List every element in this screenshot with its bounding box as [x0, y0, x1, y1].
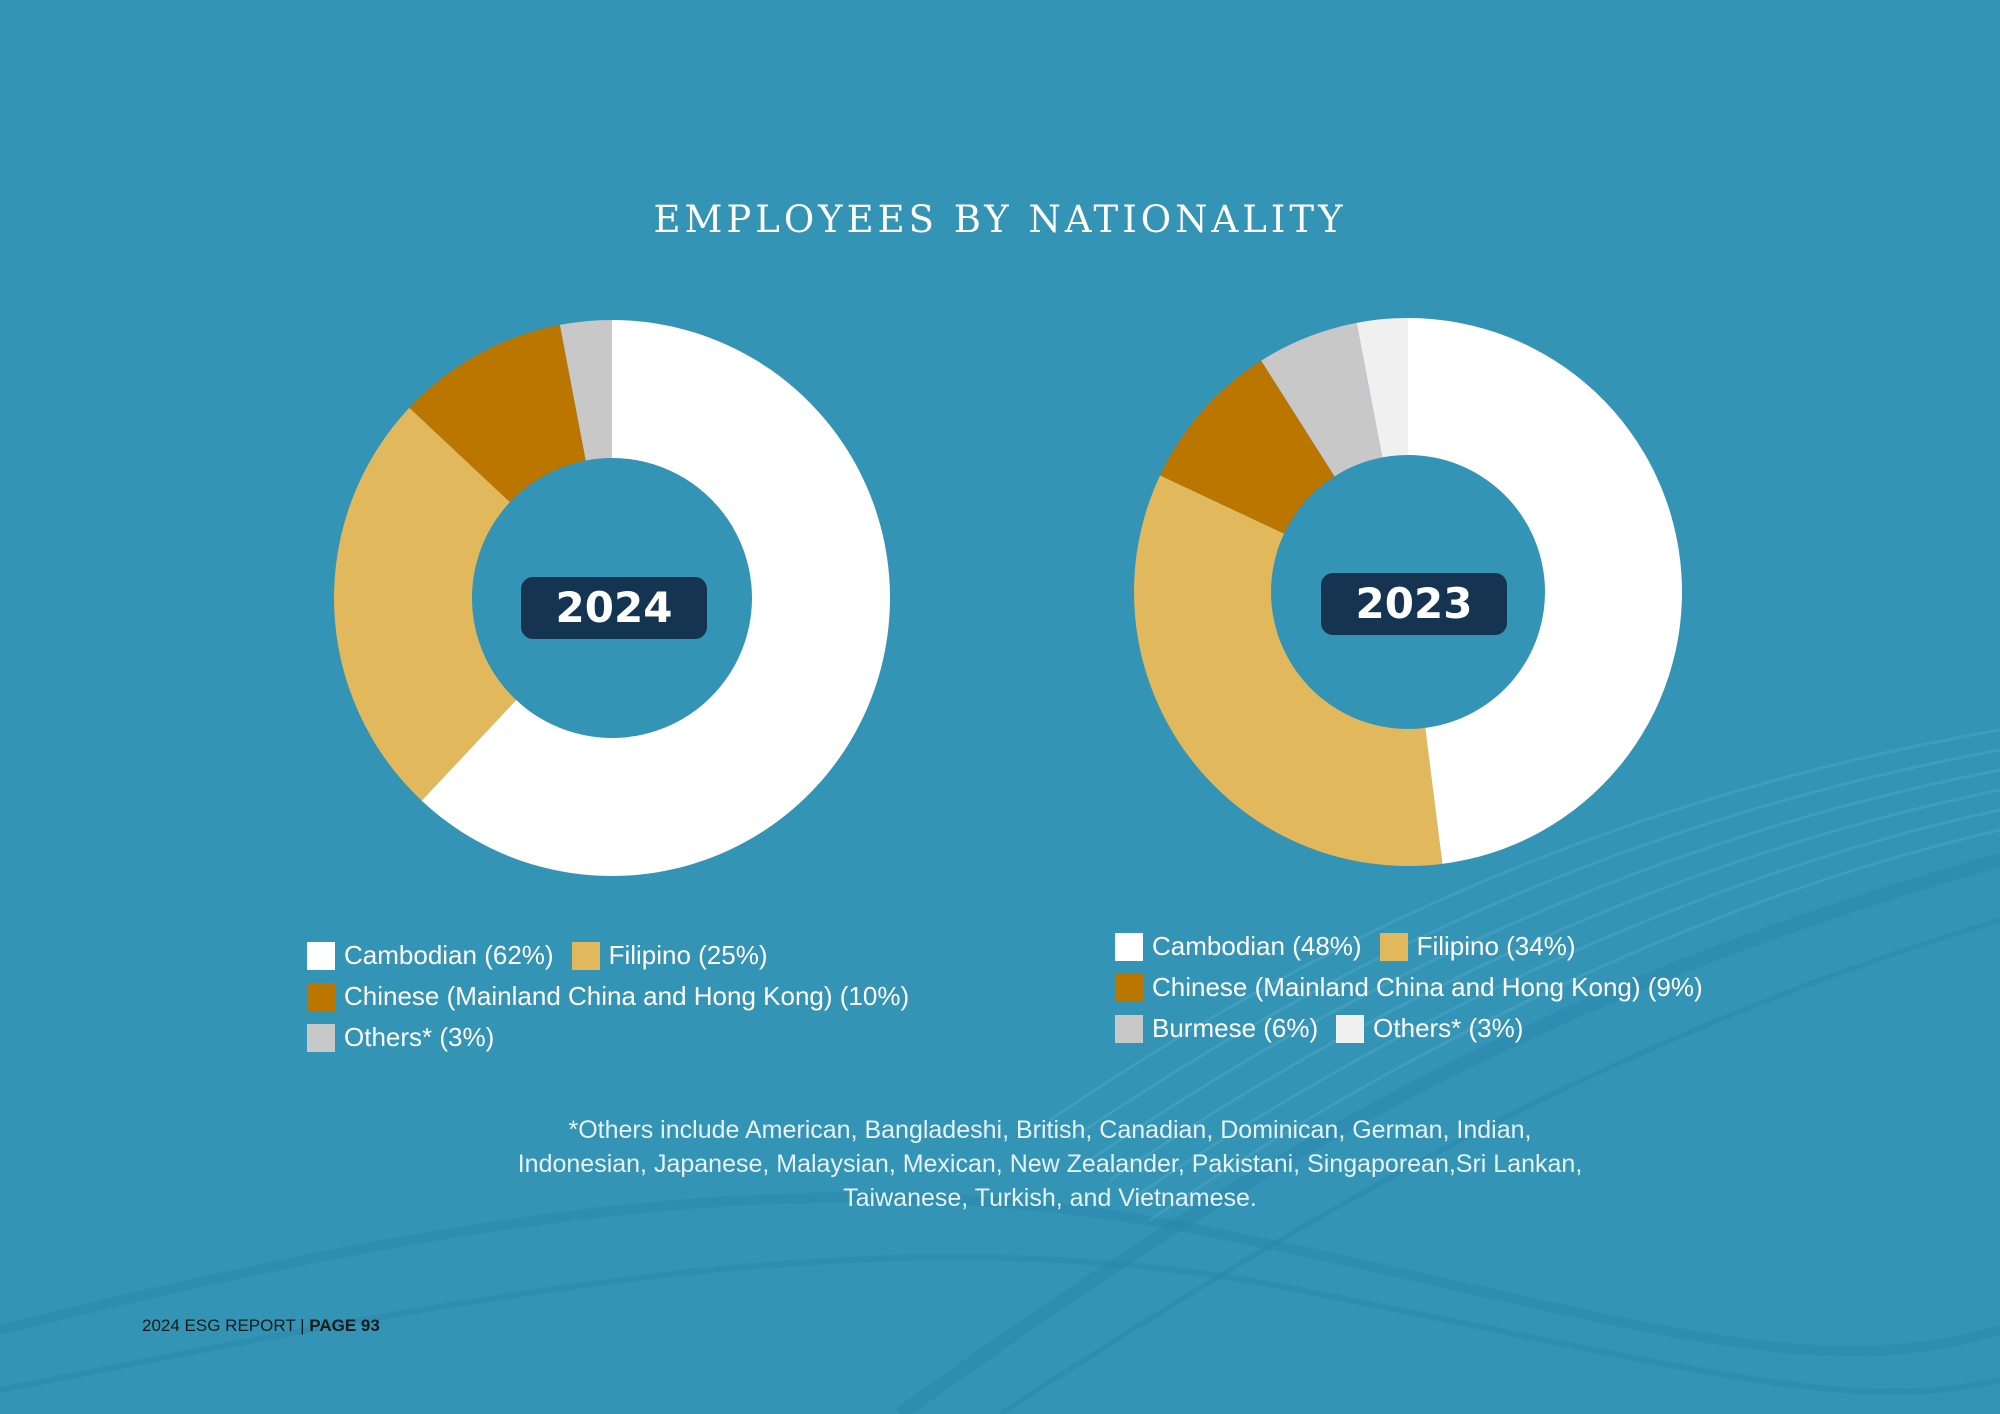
legend-item-chinese: Chinese (Mainland China and Hong Kong) (…: [1115, 972, 1703, 1003]
footnote-line: Taiwanese, Turkish, and Vietnamese.: [843, 1184, 1257, 1212]
legend-item-burmese: Burmese (6%): [1115, 1013, 1318, 1044]
page-title: EMPLOYEES BY NATIONALITY: [653, 198, 1347, 241]
legend-label: Chinese (Mainland China and Hong Kong) (…: [1152, 972, 1703, 1002]
legend-label: Filipino (25%): [608, 940, 768, 970]
slice-chinese: [409, 324, 586, 503]
footnote-line: Indonesian, Japanese, Malaysian, Mexican…: [517, 1150, 1583, 1178]
legend-label: Others* (3%): [344, 1022, 495, 1052]
footnote-line: *Others include American, Bangladeshi, B…: [568, 1116, 1532, 1144]
legend-label: Cambodian (48%): [1152, 931, 1362, 961]
swatch-others: [1336, 1014, 1365, 1043]
legend-item-others: Others* (3%): [307, 1022, 494, 1053]
legend-label: Filipino (34%): [1416, 931, 1576, 961]
donut-chart-2024: [334, 320, 891, 876]
slice-cambodian: [421, 320, 891, 876]
legend-item-chinese: Chinese (Mainland China and Hong Kong) (…: [307, 981, 909, 1012]
legend-item-cambodian: Cambodian (48%): [1115, 931, 1362, 962]
donut-chart-2023: [1134, 318, 1682, 866]
report-name: 2024 ESG REPORT |: [142, 1316, 310, 1335]
swatch-others: [307, 1023, 335, 1052]
legend-item-filipino: Filipino (25%): [571, 940, 768, 971]
footnote: *Others include American, Bangladeshi, B…: [400, 1113, 1700, 1215]
legend-label: Burmese (6%): [1152, 1013, 1319, 1043]
swatch-filipino: [1379, 932, 1408, 961]
legend-label: Chinese (Mainland China and Hong Kong) (…: [344, 981, 910, 1011]
page-footer: 2024 ESG REPORT | PAGE 93: [142, 1316, 380, 1336]
year-badge-2023: 2023: [1321, 573, 1507, 635]
legend-item-others: Others* (3%): [1336, 1013, 1523, 1044]
page-number: PAGE 93: [309, 1316, 380, 1335]
swatch-burmese: [1115, 1014, 1143, 1043]
slice-chinese: [1160, 360, 1335, 534]
legend-2024: Cambodian (62%) Filipino (25%) Chinese (…: [307, 935, 927, 1058]
legend-item-cambodian: Cambodian (62%): [307, 940, 554, 971]
slice-others: [1356, 318, 1408, 458]
swatch-cambodian: [1115, 932, 1143, 961]
swatch-cambodian: [307, 941, 335, 970]
legend-item-filipino: Filipino (34%): [1379, 931, 1576, 962]
year-badge-2024: 2024: [521, 577, 707, 639]
legend-2023: Cambodian (48%) Filipino (34%) Chinese (…: [1115, 926, 1721, 1049]
slice-others: [559, 320, 612, 461]
swatch-chinese: [1115, 973, 1143, 1002]
legend-label: Others* (3%): [1373, 1013, 1524, 1043]
slice-filipino: [1134, 475, 1443, 866]
slice-burmese: [1261, 322, 1383, 477]
slice-cambodian: [1408, 318, 1682, 864]
swatch-filipino: [571, 941, 600, 970]
legend-label: Cambodian (62%): [344, 940, 554, 970]
swatch-chinese: [307, 982, 335, 1011]
slice-filipino: [334, 407, 517, 801]
